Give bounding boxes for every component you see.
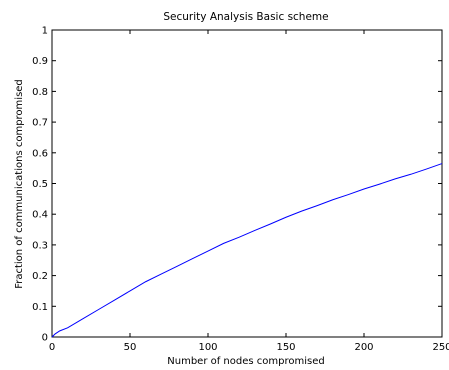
x-tick-label: 50 — [124, 342, 137, 353]
y-tick-label: 0.1 — [32, 302, 48, 313]
y-tick-label: 0.2 — [32, 271, 48, 282]
x-axis-label: Number of nodes compromised — [167, 356, 324, 367]
series-layer — [51, 163, 443, 338]
y-tick-label: 0.9 — [32, 56, 48, 67]
y-axis: 0 0.1 0.2 0.3 0.4 0.5 0.6 0.7 0.8 0.9 1 — [32, 26, 442, 344]
x-tick-label: 150 — [276, 342, 295, 353]
y-tick-label: 1 — [42, 26, 48, 37]
y-axis-label: Fraction of communications compromised — [14, 79, 25, 289]
y-tick-label: 0.7 — [32, 118, 48, 129]
x-tick-label: 200 — [354, 342, 373, 353]
plot-area — [51, 29, 443, 338]
y-tick-label: 0.4 — [32, 210, 48, 221]
x-tick-label: 100 — [198, 342, 217, 353]
y-tick-label: 0.5 — [32, 179, 48, 190]
x-tick-label: 0 — [49, 342, 55, 353]
y-tick-label: 0.8 — [32, 87, 48, 98]
x-tick-label: 250 — [432, 342, 449, 353]
y-tick-label: 0.3 — [32, 240, 48, 251]
chart-title: Security Analysis Basic scheme — [163, 11, 328, 23]
y-tick-label: 0.6 — [32, 148, 48, 159]
x-axis: 0 50 100 150 200 250 — [49, 30, 449, 353]
series-line — [51, 163, 443, 338]
y-tick-label: 0 — [42, 333, 48, 344]
